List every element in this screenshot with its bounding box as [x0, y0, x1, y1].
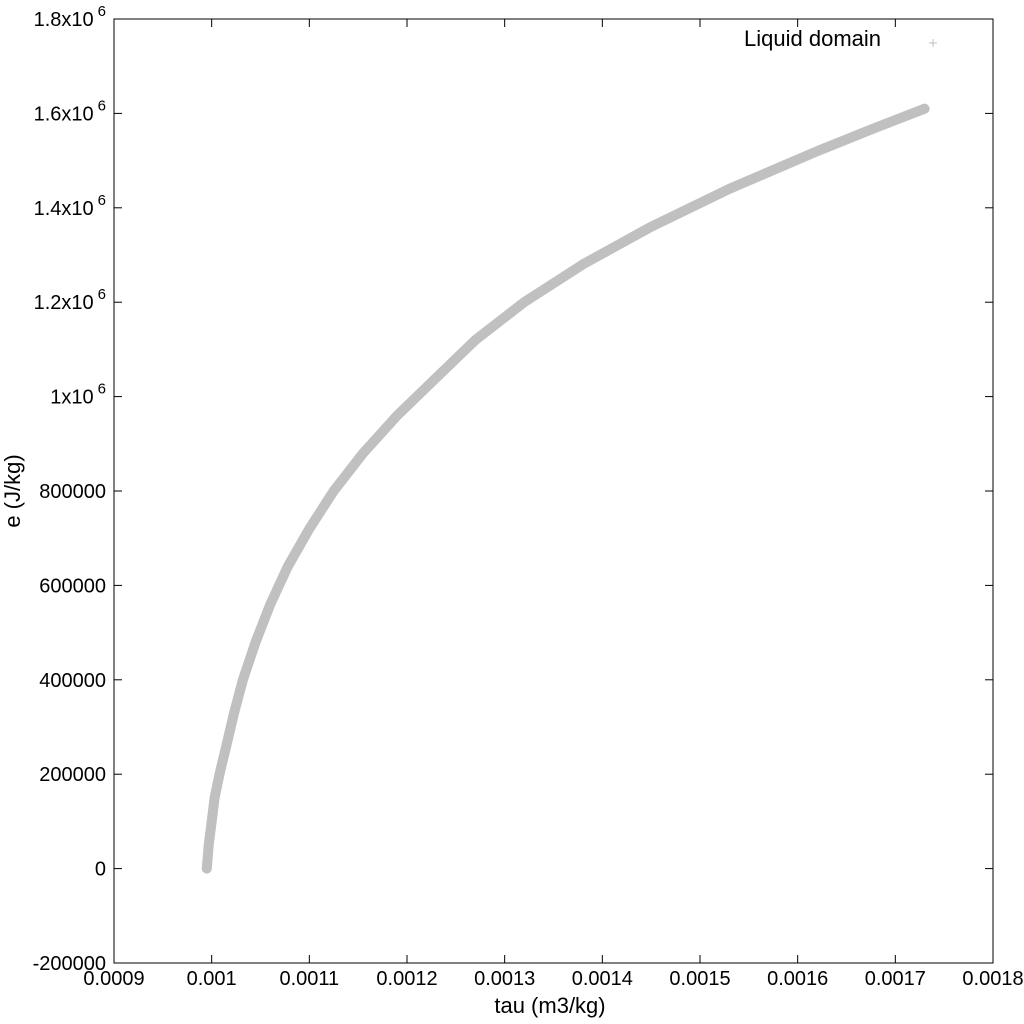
x-tick-label: 0.0013	[474, 968, 535, 990]
data-point	[304, 523, 315, 534]
y-tick-label: 1.4x10 6	[34, 192, 106, 220]
data-point	[265, 599, 276, 610]
data-point	[646, 221, 657, 232]
data-point	[392, 410, 403, 421]
data-point	[812, 146, 823, 157]
y-tick-label: 0	[95, 859, 106, 881]
data-point	[282, 561, 293, 572]
y-tick-label: 1.6x10 6	[34, 97, 106, 125]
y-tick-label: -200000	[33, 953, 106, 975]
data-point	[431, 372, 442, 383]
x-tick-label: 0.0011	[279, 968, 339, 990]
data-point	[201, 863, 212, 874]
data-point	[237, 674, 248, 685]
legend-marker-plus-icon	[929, 39, 937, 47]
x-tick-label: 0.0015	[669, 968, 730, 990]
legend-label: Liquid domain	[744, 26, 881, 51]
data-point	[577, 259, 588, 270]
series-band	[201, 103, 930, 874]
y-tick-label: 200000	[39, 764, 106, 786]
x-tick-label: 0.001	[187, 968, 237, 990]
y-tick-label: 1x10 6	[50, 381, 106, 409]
y-axis: -200000 0 200000 400000 600000 800000 1x10 6 1.2…	[33, 3, 993, 975]
data-point	[250, 637, 261, 648]
y-tick-label: 400000	[39, 670, 106, 692]
plot-frame	[113, 18, 994, 964]
data-point	[209, 792, 220, 803]
series-liquid-domain	[201, 103, 930, 874]
data-point	[724, 183, 735, 194]
data-point	[206, 816, 217, 827]
data-point	[919, 103, 930, 114]
x-tick-label: 0.0016	[767, 968, 828, 990]
x-tick-label: 0.0009	[83, 968, 144, 990]
data-point	[229, 707, 240, 718]
data-point	[470, 334, 481, 345]
data-point	[221, 740, 232, 751]
y-tick-label: 1.2x10 6	[34, 286, 106, 314]
x-axis-title: tau (m3/kg)	[494, 993, 605, 1018]
y-tick-label: 600000	[39, 575, 106, 597]
x-axis: 0.0009 0.001 0.0011 0.0012 0.0013 0.0014 0.001…	[83, 19, 1024, 990]
x-tick-label: 0.0014	[572, 968, 633, 990]
x-tick-label: 0.0018	[962, 968, 1023, 990]
data-point	[203, 840, 214, 850]
data-point	[328, 486, 339, 496]
x-tick-label: 0.0017	[865, 968, 926, 990]
legend: Liquid domain	[744, 26, 937, 51]
data-point	[358, 448, 369, 459]
y-axis-title: e (J/kg)	[0, 454, 25, 527]
legend-plus-mark	[929, 39, 937, 47]
y-tick-label: 800000	[39, 481, 106, 503]
data-point	[519, 297, 530, 308]
x-tick-label: 0.0012	[376, 968, 437, 990]
data-point	[214, 769, 225, 780]
y-tick-label: 1.8x10 6	[34, 3, 106, 31]
data-point	[870, 122, 881, 133]
